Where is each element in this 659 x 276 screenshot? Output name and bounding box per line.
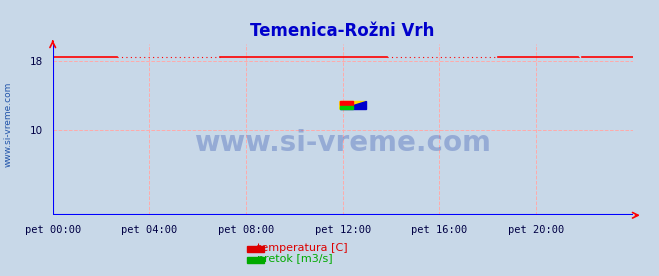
Text: www.si-vreme.com: www.si-vreme.com bbox=[194, 129, 491, 157]
Text: pretok [m3/s]: pretok [m3/s] bbox=[250, 254, 333, 264]
Text: www.si-vreme.com: www.si-vreme.com bbox=[3, 81, 13, 167]
Polygon shape bbox=[340, 102, 366, 109]
Polygon shape bbox=[340, 102, 366, 109]
Text: temperatura [C]: temperatura [C] bbox=[250, 243, 348, 253]
Title: Temenica-Rožni Vrh: Temenica-Rožni Vrh bbox=[250, 22, 435, 40]
Bar bbox=[340, 102, 353, 105]
Bar bbox=[340, 106, 353, 109]
